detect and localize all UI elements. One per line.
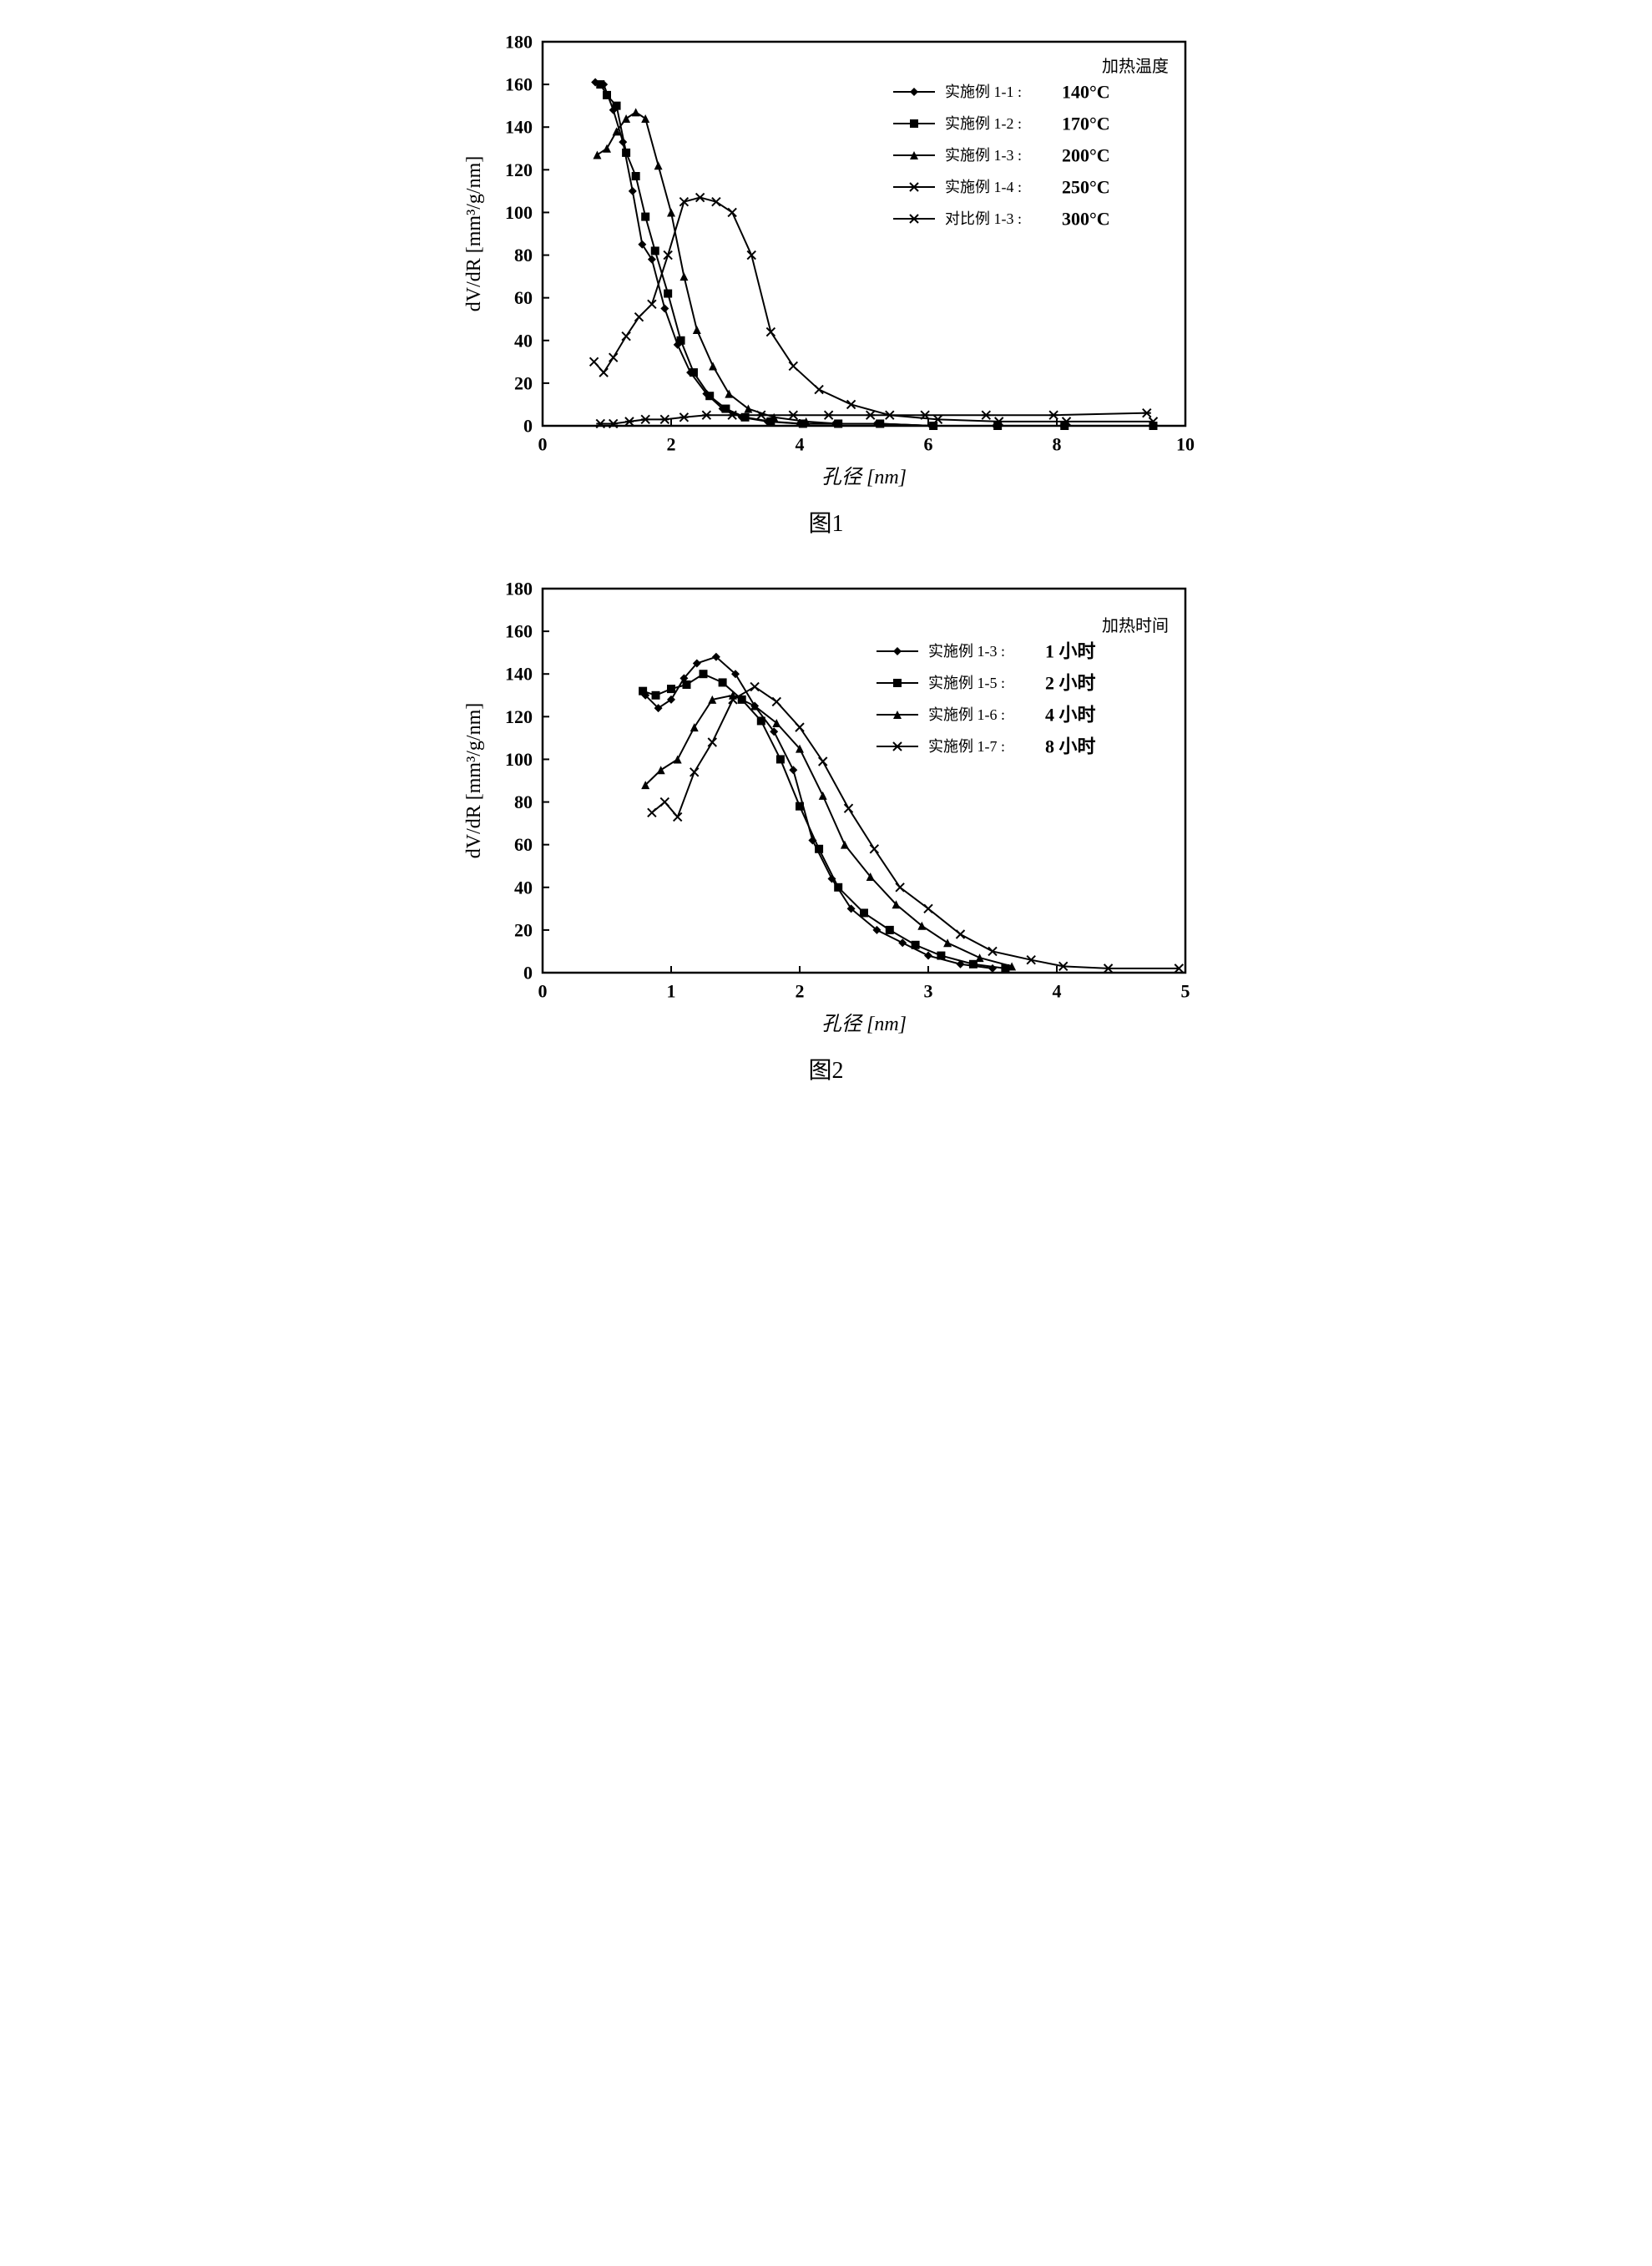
svg-text:0: 0 [523,963,533,984]
svg-text:140: 140 [505,117,533,138]
svg-text:2: 2 [666,434,675,455]
svg-text:实施例 1-4 :: 实施例 1-4 : [945,179,1022,195]
chart-2-svg: 0 1 2 3 4 5 0 20 40 60 80 100 120 140 160 180 孔径 [nm] dV/… [442,572,1210,1039]
svg-text:4: 4 [795,434,804,455]
svg-text:300°C: 300°C [1062,209,1110,230]
svg-text:20: 20 [514,372,533,393]
svg-text:6: 6 [923,434,932,455]
svg-text:孔径 [nm]: 孔径 [nm] [821,1013,906,1035]
svg-text:60: 60 [514,834,533,855]
svg-text:100: 100 [505,202,533,223]
svg-text:250°C: 250°C [1062,177,1110,198]
svg-text:5: 5 [1180,981,1190,1002]
svg-text:1 小时: 1 小时 [1045,641,1096,662]
svg-text:120: 120 [505,159,533,180]
svg-text:实施例 1-3 :: 实施例 1-3 : [928,643,1005,660]
svg-text:10: 10 [1176,434,1195,455]
svg-text:加热时间: 加热时间 [1102,616,1169,635]
svg-text:200°C: 200°C [1062,145,1110,166]
svg-text:100: 100 [505,749,533,770]
svg-text:2: 2 [795,981,804,1002]
svg-text:dV/dR [mm³/g/nm]: dV/dR [mm³/g/nm] [463,703,485,859]
svg-text:160: 160 [505,74,533,95]
svg-text:180: 180 [505,32,533,53]
svg-text:实施例 1-6 :: 实施例 1-6 : [928,706,1005,723]
svg-text:180: 180 [505,579,533,599]
chart-2-caption: 图2 [442,1052,1210,1085]
svg-text:加热温度: 加热温度 [1102,57,1169,76]
svg-text:对比例 1-3 :: 对比例 1-3 : [945,210,1022,227]
svg-text:40: 40 [514,877,533,898]
svg-text:实施例 1-2 :: 实施例 1-2 : [945,115,1022,132]
svg-text:170°C: 170°C [1062,114,1110,134]
chart-1-caption: 图1 [442,505,1210,539]
svg-text:80: 80 [514,245,533,266]
svg-text:20: 20 [514,919,533,940]
svg-text:140°C: 140°C [1062,82,1110,103]
svg-text:3: 3 [923,981,932,1002]
svg-text:160: 160 [505,621,533,642]
svg-text:140: 140 [505,664,533,685]
svg-text:1: 1 [666,981,675,1002]
svg-text:60: 60 [514,287,533,308]
svg-text:dV/dR [mm³/g/nm]: dV/dR [mm³/g/nm] [463,156,485,312]
svg-text:4 小时: 4 小时 [1045,705,1096,726]
svg-text:0: 0 [538,434,547,455]
svg-text:实施例 1-5 :: 实施例 1-5 : [928,675,1005,691]
svg-text:0: 0 [523,416,533,437]
svg-text:孔径 [nm]: 孔径 [nm] [821,466,906,488]
svg-text:4: 4 [1052,981,1061,1002]
svg-text:实施例 1-3 :: 实施例 1-3 : [945,147,1022,164]
svg-text:80: 80 [514,792,533,812]
svg-text:8 小时: 8 小时 [1045,736,1096,757]
svg-text:120: 120 [505,706,533,727]
chart-1-container: 0246810020406080100120140160180孔径 [nm]dV… [442,25,1210,539]
svg-text:2 小时: 2 小时 [1045,673,1096,694]
svg-text:实施例 1-7 :: 实施例 1-7 : [928,738,1005,755]
svg-text:实施例 1-1 :: 实施例 1-1 : [945,83,1022,100]
chart-2-container: 0 1 2 3 4 5 0 20 40 60 80 100 120 140 160 180 孔径 [nm] dV/… [442,572,1210,1085]
svg-text:0: 0 [538,981,547,1002]
svg-text:8: 8 [1052,434,1061,455]
chart-1-svg: 0246810020406080100120140160180孔径 [nm]dV… [442,25,1210,493]
svg-text:40: 40 [514,330,533,351]
